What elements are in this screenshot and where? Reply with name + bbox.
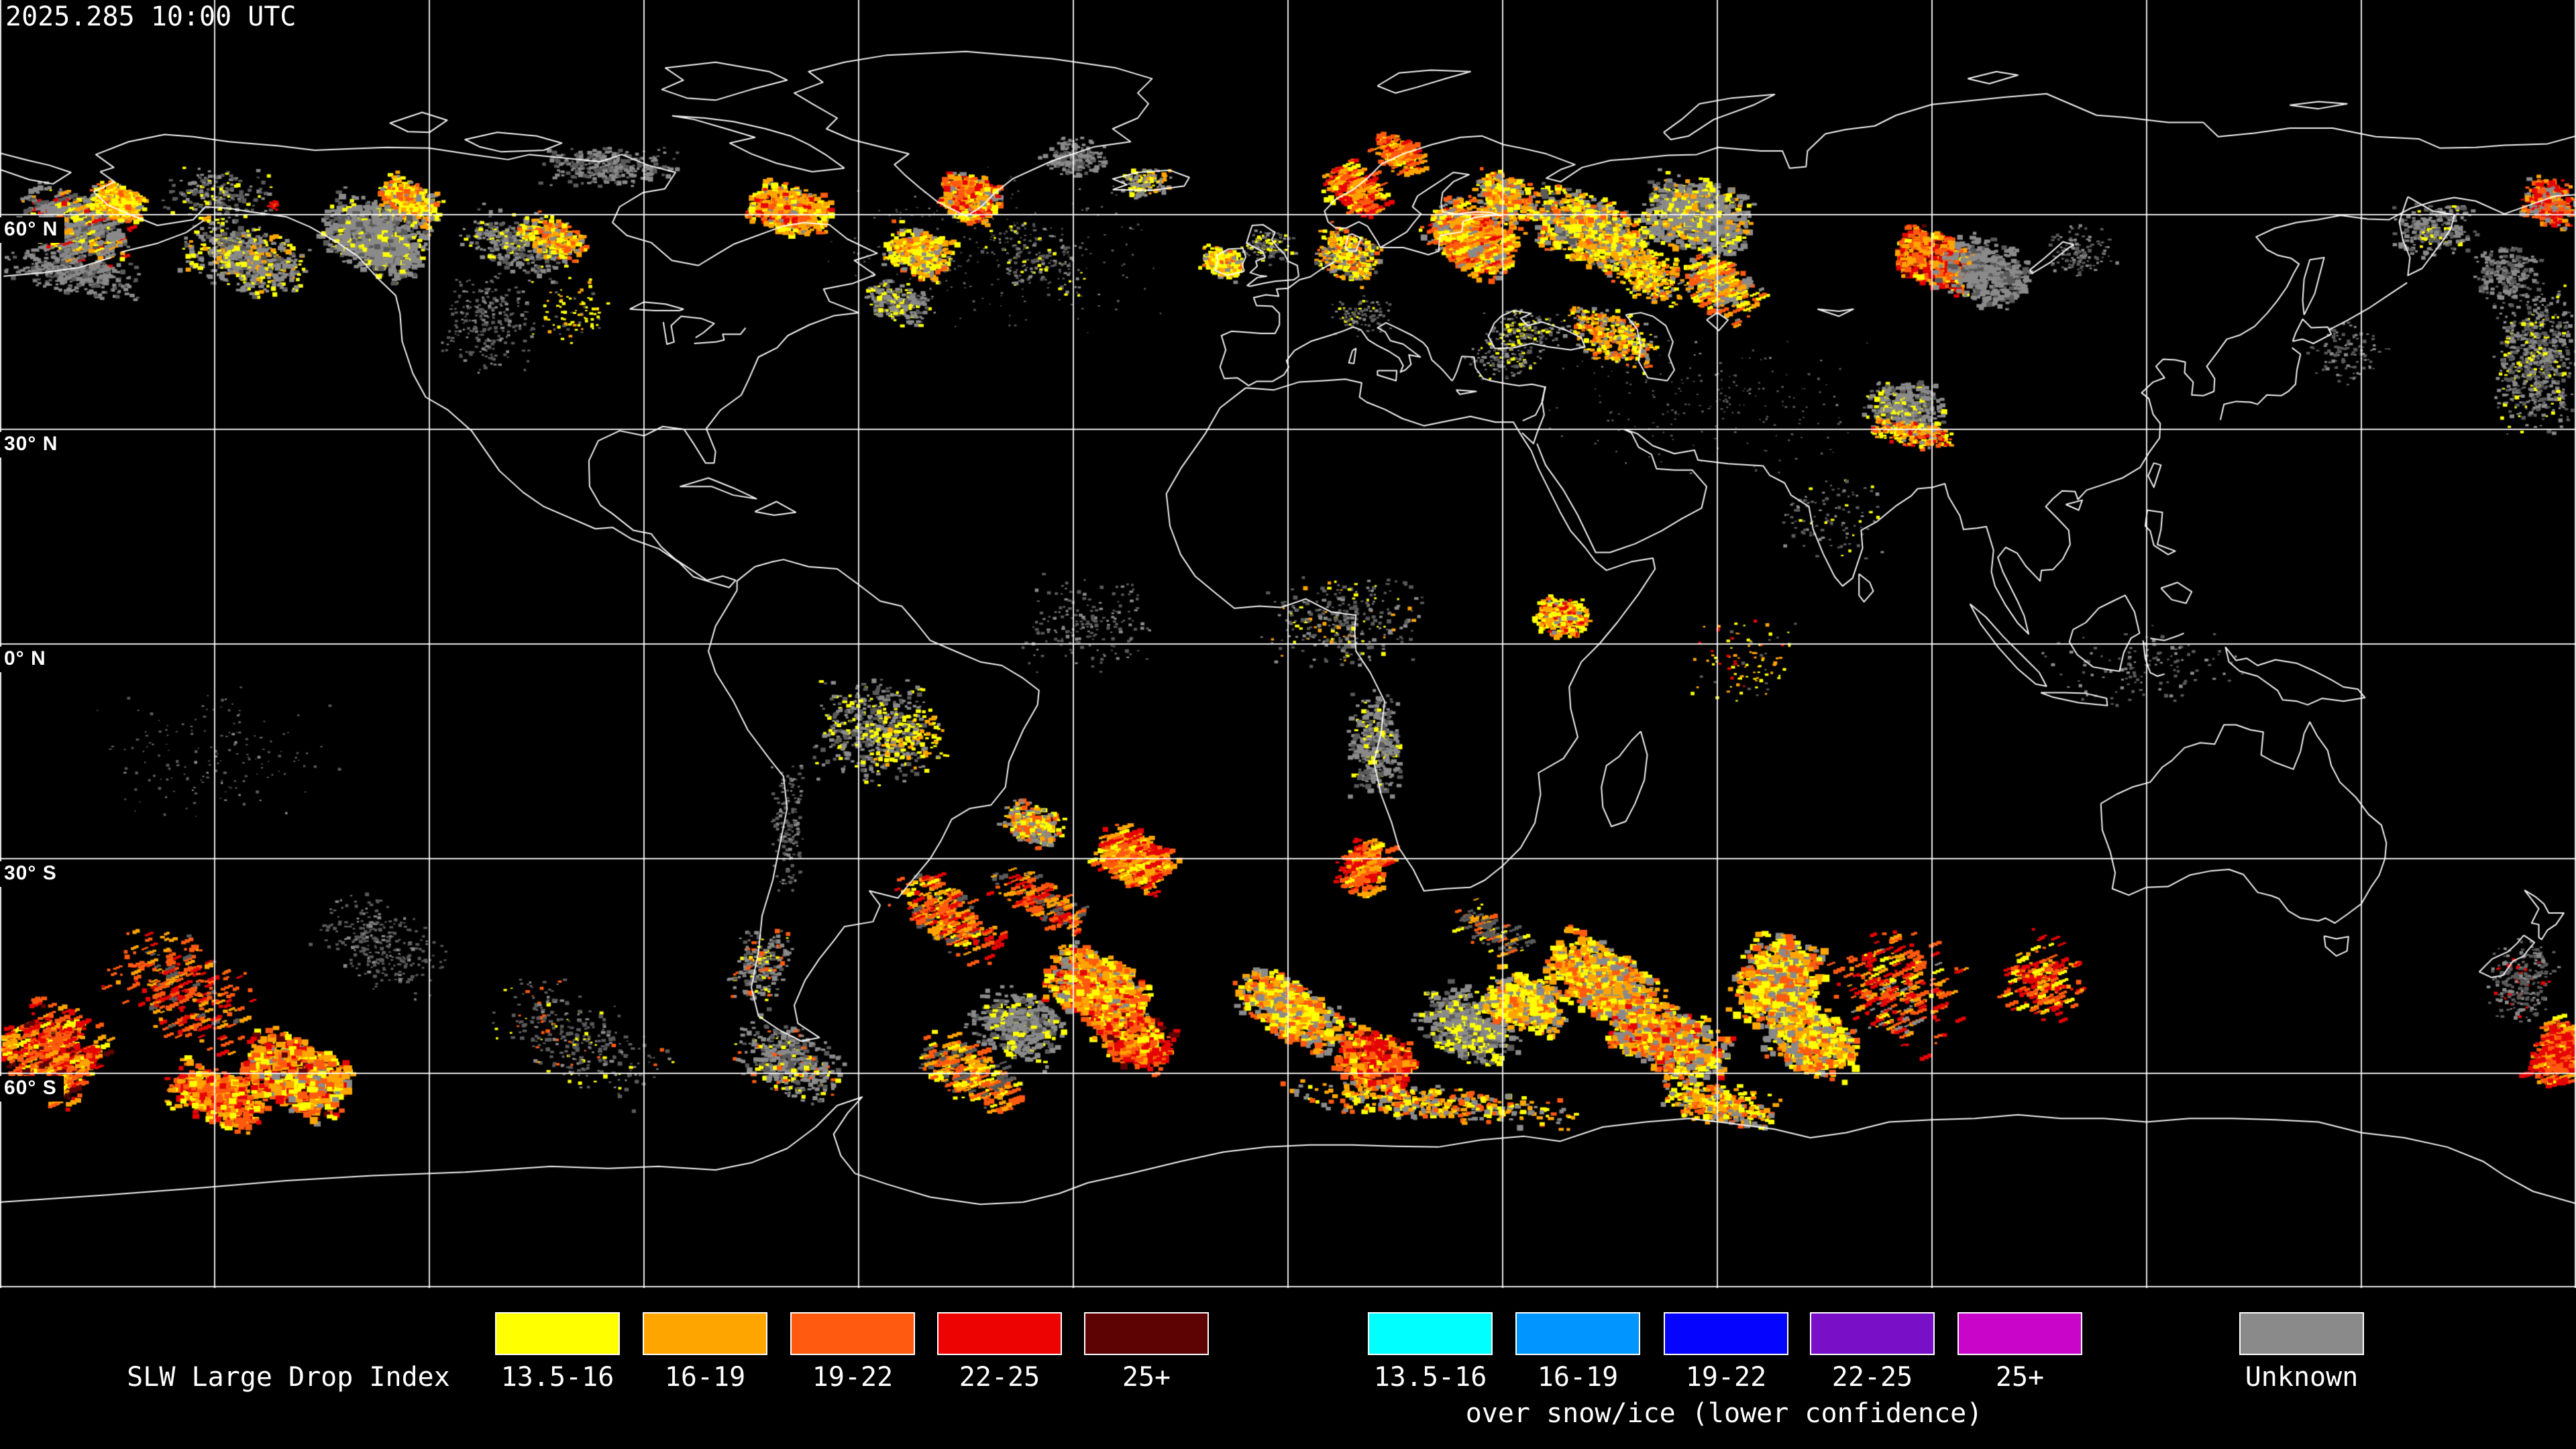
legend-label-snow-1: 13.5-16: [1373, 1362, 1487, 1393]
legend-swatch-slw-3: [790, 1312, 915, 1355]
legend-label-slw-2: 16-19: [664, 1362, 746, 1393]
legend-label-slw-3: 19-22: [812, 1362, 894, 1393]
legend-swatch-slw-1: [495, 1312, 620, 1355]
legend-snow-caption: over snow/ice (lower confidence): [1465, 1398, 1983, 1429]
legend-label-snow-2: 16-19: [1537, 1362, 1619, 1393]
legend-swatch-slw-4: [937, 1312, 1062, 1355]
world-map-canvas: [0, 0, 2576, 1288]
legend-label-slw-5: 25+: [1122, 1362, 1171, 1393]
lat-label-60n: 60° N: [0, 217, 65, 243]
legend-label-slw-4: 22-25: [959, 1362, 1040, 1393]
lat-label-30n: 30° N: [0, 432, 65, 458]
legend-swatch-snow-3: [1664, 1312, 1788, 1355]
legend-label-snow-4: 22-25: [1831, 1362, 1913, 1393]
legend-swatch-snow-1: [1368, 1312, 1493, 1355]
legend-swatch-slw-2: [643, 1312, 767, 1355]
lat-label-0n: 0° N: [0, 647, 53, 672]
lat-label-60s: 60° S: [0, 1076, 64, 1102]
timestamp: 2025.285 10:00 UTC: [5, 1, 297, 32]
legend-swatch-snow-2: [1515, 1312, 1640, 1355]
legend-swatch-snow-4: [1810, 1312, 1935, 1355]
legend-swatch-unknown: [2239, 1312, 2364, 1355]
legend-label-slw-1: 13.5-16: [500, 1362, 614, 1393]
legend-label-snow-5: 25+: [1995, 1362, 2045, 1393]
legend: SLW Large Drop Index 13.5-16 16-19 19-22…: [0, 1288, 2576, 1449]
lat-label-30s: 30° S: [0, 861, 64, 887]
legend-label-snow-3: 19-22: [1685, 1362, 1767, 1393]
legend-swatch-snow-5: [1957, 1312, 2082, 1355]
legend-label-unknown: Unknown: [2245, 1362, 2359, 1393]
legend-swatch-slw-5: [1084, 1312, 1209, 1355]
legend-title: SLW Large Drop Index: [127, 1362, 450, 1393]
